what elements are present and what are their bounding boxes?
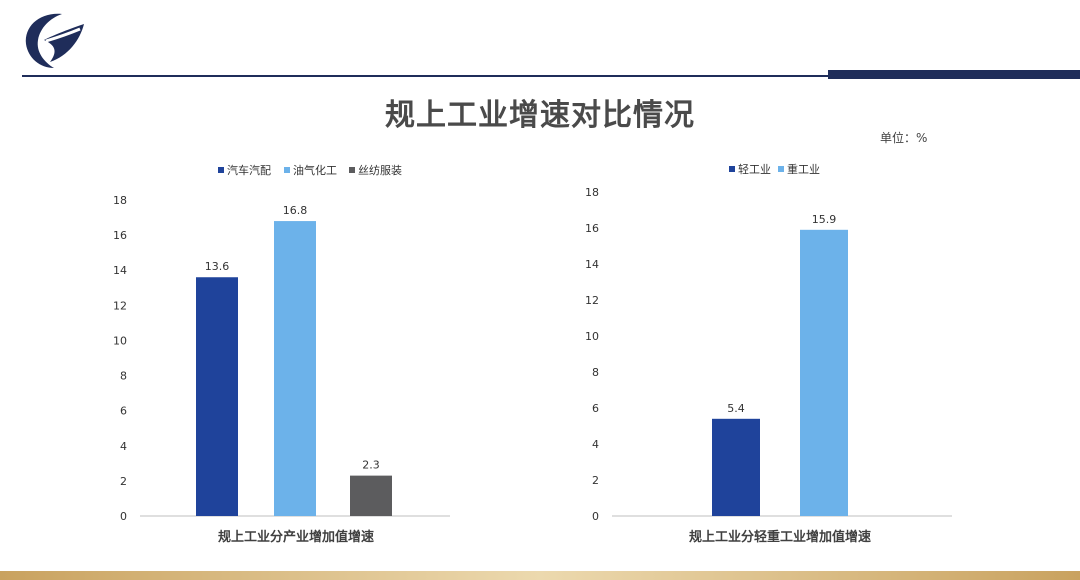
chart-1-y-tick-label: 4 bbox=[592, 438, 599, 451]
chart-1-y-tick-label: 18 bbox=[585, 186, 599, 199]
chart-0-y-tick-label: 18 bbox=[113, 194, 127, 207]
chart-1-x-axis-title: 规上工业分轻重工业增加值增速 bbox=[689, 529, 871, 545]
page-title: 规上工业增速对比情况 bbox=[385, 98, 695, 133]
chart-0-legend-label-1: 油气化工 bbox=[293, 163, 337, 177]
chart-0-y-tick-label: 2 bbox=[120, 475, 127, 488]
chart-0-y-tick-label: 16 bbox=[113, 229, 127, 242]
chart-0-x-axis-title: 规上工业分产业增加值增速 bbox=[218, 529, 374, 545]
chart-1-y-tick-label: 0 bbox=[592, 510, 599, 523]
logo bbox=[25, 13, 84, 68]
chart-0-y-tick-label: 8 bbox=[120, 370, 127, 383]
chart-0-legend-label-0: 汽车汽配 bbox=[227, 163, 271, 177]
chart-0-y-tick-label: 14 bbox=[113, 264, 127, 277]
chart-0-legend-swatch-1 bbox=[284, 167, 290, 173]
chart-0-legend-swatch-0 bbox=[218, 167, 224, 173]
chart-1-y-tick-label: 8 bbox=[592, 366, 599, 379]
chart-1-data-label-1: 15.9 bbox=[812, 213, 837, 226]
chart-1-legend-label-0: 轻工业 bbox=[738, 162, 771, 176]
chart-0-bar-0 bbox=[196, 277, 238, 516]
chart-0-y-tick-label: 6 bbox=[120, 405, 127, 418]
chart-0-data-label-1: 16.8 bbox=[283, 204, 308, 217]
chart-0-legend-swatch-2 bbox=[349, 167, 355, 173]
chart-1-data-label-0: 5.4 bbox=[727, 402, 745, 415]
chart-1-y-tick-label: 2 bbox=[592, 474, 599, 487]
chart-1-y-tick-label: 6 bbox=[592, 402, 599, 415]
chart-0-data-label-0: 13.6 bbox=[205, 260, 230, 273]
footer-band bbox=[0, 571, 1080, 580]
chart-0-bar-2 bbox=[350, 475, 392, 516]
chart-1-legend-swatch-1 bbox=[778, 166, 784, 172]
chart-1-y-tick-label: 16 bbox=[585, 222, 599, 235]
header-accent-bar bbox=[828, 70, 1080, 79]
unit-label: 单位：% bbox=[880, 131, 928, 145]
chart-0-y-tick-label: 10 bbox=[113, 334, 127, 347]
chart-0-bar-1 bbox=[274, 221, 316, 517]
chart-0-y-tick-label: 12 bbox=[113, 299, 127, 312]
chart-1-y-tick-label: 14 bbox=[585, 258, 599, 271]
chart-1-bar-0 bbox=[712, 418, 760, 516]
chart-1-y-tick-label: 10 bbox=[585, 330, 599, 343]
chart-1-bar-1 bbox=[800, 229, 848, 517]
chart-1-legend-swatch-0 bbox=[729, 166, 735, 172]
chart-0-data-label-2: 2.3 bbox=[362, 459, 380, 472]
chart-1-y-tick-label: 12 bbox=[585, 294, 599, 307]
chart-0-y-tick-label: 0 bbox=[120, 510, 127, 523]
chart-0-legend-label-2: 丝纺服装 bbox=[358, 163, 402, 177]
header-rule bbox=[22, 75, 832, 77]
chart-1-legend-label-1: 重工业 bbox=[787, 162, 820, 176]
chart-0-y-tick-label: 4 bbox=[120, 440, 127, 453]
